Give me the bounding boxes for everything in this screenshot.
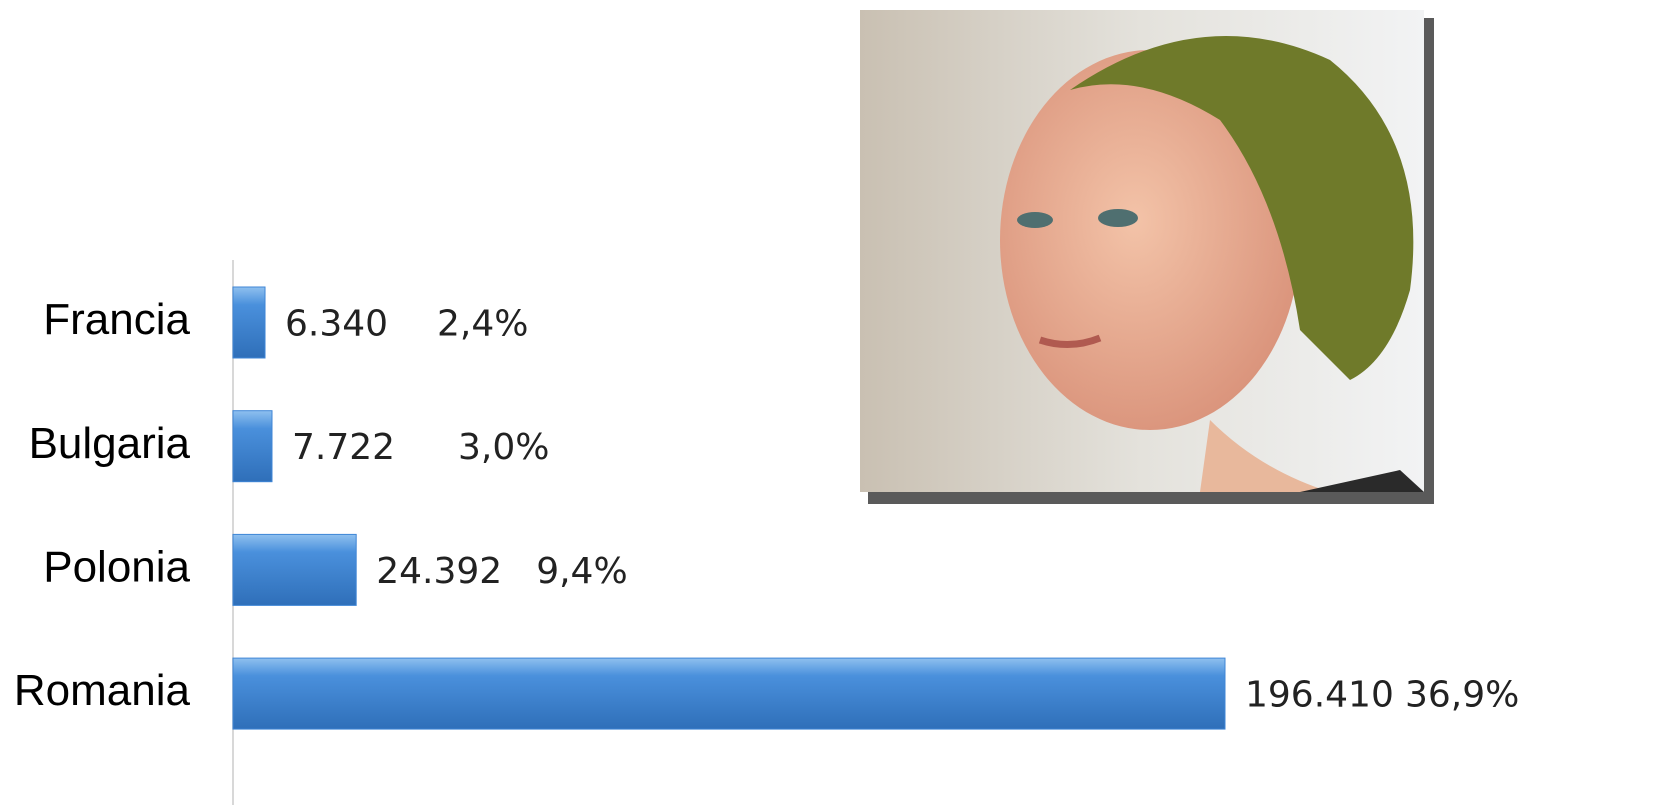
bar [233, 658, 1225, 729]
category-label: Bulgaria [29, 419, 191, 468]
value-label: 196.410 [1245, 675, 1394, 716]
value-label: 6.340 [285, 304, 388, 345]
page: Francia 6.340 2,4% Bulgaria 7.722 3,0% Polonia… [0, 0, 1679, 805]
category-label: Romania [14, 666, 191, 715]
share-label: 2,4% [437, 304, 528, 345]
share-label: 36,9% [1405, 675, 1519, 716]
category-label: Polonia [43, 543, 190, 592]
value-label: 24.392 [376, 551, 502, 592]
value-label: 7.722 [292, 427, 395, 468]
photo [860, 10, 1434, 504]
share-label: 3,0% [458, 427, 549, 468]
bar [233, 287, 265, 358]
bar [233, 411, 272, 482]
bar [233, 534, 356, 605]
category-label: Francia [43, 295, 190, 344]
share-label: 9,4% [536, 551, 627, 592]
